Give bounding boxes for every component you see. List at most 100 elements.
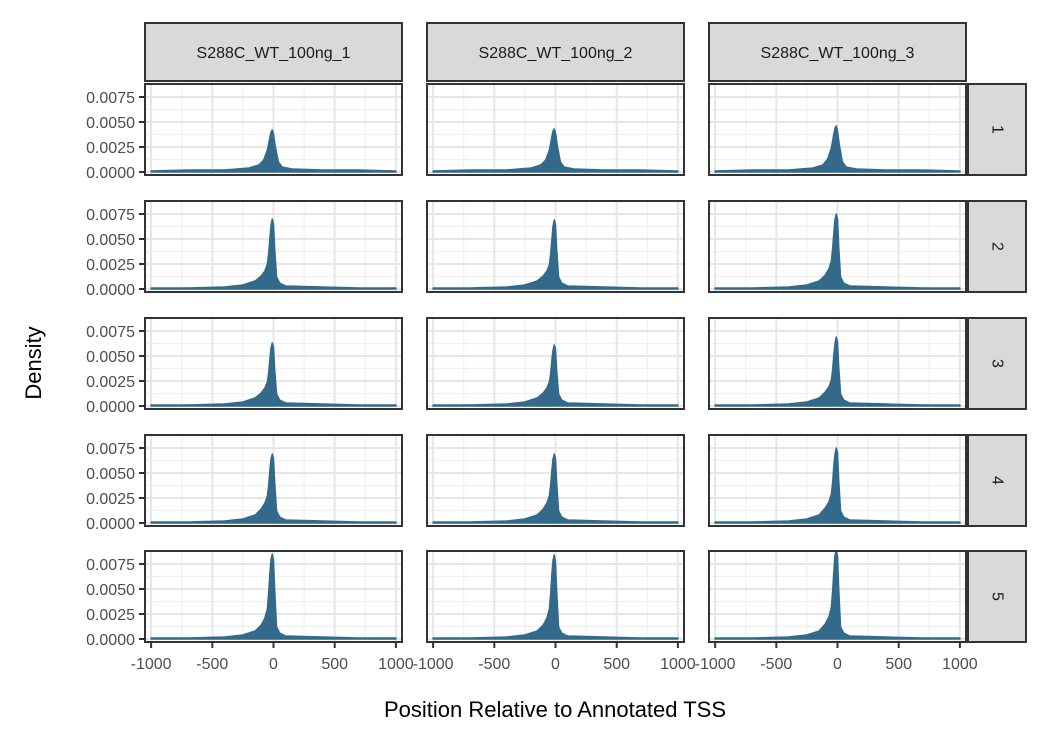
strip-background — [967, 317, 1027, 410]
density-area — [150, 553, 397, 640]
facet-panel — [708, 317, 967, 410]
y-tick-label: 0.0025 — [86, 374, 135, 391]
facet-panels — [144, 83, 967, 643]
facet-panel — [426, 200, 685, 293]
x-axis: -1000 -500 0 500 1000 — [131, 642, 414, 673]
panel-border — [144, 317, 403, 410]
facet-strips: S288C_WT_100ng_1 S288C_WT_100ng_2 S288C_WT… — [144, 22, 1027, 643]
x-tick-label: 0 — [833, 656, 842, 673]
x-tick-label: 1000 — [942, 656, 978, 673]
panel-border — [426, 317, 685, 410]
x-tick-label: 0 — [269, 656, 278, 673]
x-tick-label: 500 — [603, 656, 630, 673]
y-tick-label: 0.0050 — [86, 466, 135, 483]
facet-panel — [144, 317, 403, 410]
panel-border — [144, 83, 403, 176]
row-strip: 5 — [967, 550, 1027, 643]
row-strip-label: 4 — [989, 476, 1006, 485]
column-strip-label: S288C_WT_100ng_3 — [761, 45, 915, 62]
y-axis: 0.0000 0.0025 0.0050 0.0075 — [86, 441, 145, 533]
panel-border — [426, 200, 685, 293]
y-tick-label: 0.0075 — [86, 441, 135, 458]
panel-border — [426, 434, 685, 527]
x-tick-label: 500 — [885, 656, 912, 673]
density-area — [432, 128, 679, 173]
strip-background — [144, 22, 403, 82]
y-tick-label: 0.0025 — [86, 491, 135, 508]
panel-border — [708, 200, 967, 293]
strip-background — [708, 22, 967, 82]
column-strip: S288C_WT_100ng_3 — [708, 22, 967, 82]
y-tick-label: 0.0000 — [86, 632, 135, 649]
y-axis: 0.0000 0.0025 0.0050 0.0075 — [86, 207, 145, 299]
panel-border — [708, 317, 967, 410]
y-tick-label: 0.0050 — [86, 349, 135, 366]
x-tick-label: 1000 — [378, 656, 414, 673]
facet-panel — [708, 200, 967, 293]
panel-border — [426, 83, 685, 176]
facet-panel — [708, 550, 967, 643]
column-strip-label: S288C_WT_100ng_1 — [197, 45, 351, 62]
facet-panel — [426, 550, 685, 643]
y-axis-title: Density — [21, 326, 46, 399]
x-axes: -1000 -500 0 500 1000-1000 -500 0 500 1000-1000-… — [131, 642, 978, 673]
density-area — [714, 125, 961, 173]
density-area — [432, 219, 679, 290]
column-strip: S288C_WT_100ng_2 — [426, 22, 685, 82]
y-tick-label: 0.0000 — [86, 165, 135, 182]
y-tick-label: 0.0050 — [86, 232, 135, 249]
y-tick-label: 0.0050 — [86, 582, 135, 599]
y-tick-label: 0.0075 — [86, 207, 135, 224]
panel-border — [144, 200, 403, 293]
facet-panel — [144, 200, 403, 293]
y-tick-label: 0.0000 — [86, 516, 135, 533]
facet-panel — [144, 550, 403, 643]
density-area — [714, 213, 961, 290]
y-tick-label: 0.0075 — [86, 324, 135, 341]
y-tick-label: 0.0000 — [86, 282, 135, 299]
density-area — [150, 453, 397, 524]
strip-background — [967, 550, 1027, 643]
panel-border — [708, 83, 967, 176]
density-area — [150, 342, 397, 407]
x-tick-label: 1000 — [660, 656, 696, 673]
facet-panel — [144, 83, 403, 176]
facet-panel — [426, 317, 685, 410]
y-axes: 0.00000.00250.00500.00750.00000.00250.00… — [86, 90, 145, 649]
panel-border — [144, 434, 403, 527]
density-area — [714, 447, 961, 524]
facet-panel — [426, 434, 685, 527]
y-axis: 0.0000 0.0025 0.0050 0.0075 — [86, 90, 145, 182]
density-area — [714, 336, 961, 407]
strip-background — [967, 83, 1027, 176]
y-tick-label: 0.0050 — [86, 115, 135, 132]
row-strip: 1 — [967, 83, 1027, 176]
row-strip-label: 1 — [989, 125, 1006, 134]
y-axis: 0.0000 0.0025 0.0050 0.0075 — [86, 557, 145, 649]
y-tick-label: 0.0075 — [86, 557, 135, 574]
strip-background — [426, 22, 685, 82]
column-strip-label: S288C_WT_100ng_2 — [479, 45, 633, 62]
facet-panel — [144, 434, 403, 527]
y-tick-label: 0.0025 — [86, 607, 135, 624]
row-strip-label: 5 — [989, 592, 1006, 601]
density-area — [150, 218, 397, 290]
x-tick-label: -500 — [478, 656, 510, 673]
y-axis: 0.0000 0.0025 0.0050 0.0075 — [86, 324, 145, 416]
panel-border — [708, 434, 967, 527]
column-strip: S288C_WT_100ng_1 — [144, 22, 403, 82]
x-axis: -1000 -500 0 500 1000 — [695, 642, 978, 673]
density-area — [714, 551, 961, 640]
y-tick-label: 0.0075 — [86, 90, 135, 107]
x-tick-label: 500 — [321, 656, 348, 673]
y-tick-label: 0.0025 — [86, 257, 135, 274]
row-strip-label: 2 — [989, 242, 1006, 251]
density-area — [150, 129, 397, 173]
facet-panel — [426, 83, 685, 176]
x-tick-label: -1000 — [695, 656, 736, 673]
facet-panel — [708, 434, 967, 527]
y-tick-label: 0.0000 — [86, 399, 135, 416]
row-strip-label: 3 — [989, 359, 1006, 368]
x-tick-label: -1000 — [131, 656, 172, 673]
